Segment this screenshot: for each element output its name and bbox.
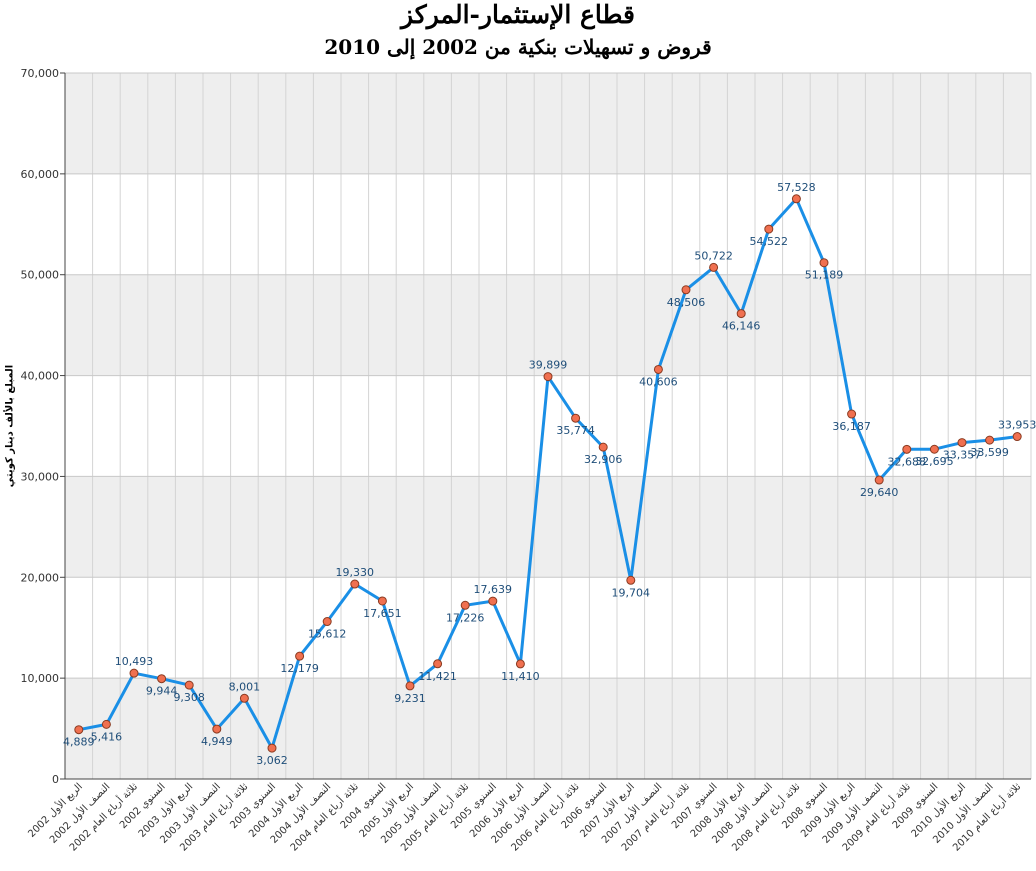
data-label: 8,001 xyxy=(229,680,261,693)
data-point xyxy=(709,262,719,272)
background-band xyxy=(65,73,1031,174)
background-bands xyxy=(65,73,1031,779)
data-markers xyxy=(74,194,1022,753)
data-point xyxy=(874,475,884,485)
data-label: 36,187 xyxy=(832,420,871,433)
data-label: 9,944 xyxy=(146,685,178,698)
data-label: 39,899 xyxy=(529,359,568,372)
data-point xyxy=(515,659,525,669)
axes xyxy=(64,73,1031,780)
data-label: 35,774 xyxy=(556,424,595,437)
data-point xyxy=(157,674,167,684)
data-label: 50,722 xyxy=(694,249,733,262)
data-label: 4,889 xyxy=(63,736,95,749)
data-point xyxy=(985,435,995,445)
data-point xyxy=(736,309,746,319)
data-label: 17,226 xyxy=(446,611,485,624)
y-tick-label: 40,000 xyxy=(21,370,60,383)
y-tick-label: 10,000 xyxy=(21,672,60,685)
data-label: 32,695 xyxy=(915,455,954,468)
data-label: 9,231 xyxy=(394,692,426,705)
data-label: 3,062 xyxy=(256,754,288,767)
data-point xyxy=(653,364,663,374)
data-point xyxy=(405,681,415,691)
chart-title: قطاع الإستثمار-المركز xyxy=(401,0,635,29)
y-tick-labels: 0 10,000 20,000 30,000 40,000 50,000 60,000 70,… xyxy=(21,67,60,786)
data-label: 9,308 xyxy=(173,691,205,704)
y-tick-label: 0 xyxy=(52,773,59,786)
data-point xyxy=(847,409,857,419)
data-label: 19,330 xyxy=(336,566,375,579)
data-point xyxy=(543,372,553,382)
data-label: 48,506 xyxy=(667,296,706,309)
data-point xyxy=(322,617,332,627)
data-label: 33,357 xyxy=(943,449,982,462)
data-label: 40,606 xyxy=(639,375,678,388)
data-point xyxy=(129,668,139,678)
y-tick-label: 20,000 xyxy=(21,571,60,584)
vertical-gridlines xyxy=(64,73,1032,779)
data-point xyxy=(571,413,581,423)
data-label: 11,410 xyxy=(501,670,540,683)
data-label: 57,528 xyxy=(777,181,816,194)
data-point xyxy=(101,719,111,729)
data-point xyxy=(350,579,360,589)
data-point xyxy=(681,285,691,295)
data-point xyxy=(819,258,829,268)
data-point xyxy=(764,224,774,234)
background-band xyxy=(65,274,1031,376)
data-label: 46,146 xyxy=(722,320,761,333)
data-point xyxy=(488,596,498,606)
data-label: 54,522 xyxy=(750,235,789,248)
data-point xyxy=(212,724,222,734)
data-label: 17,651 xyxy=(363,607,402,620)
data-label: 33,953 xyxy=(998,419,1036,432)
data-label: 29,640 xyxy=(860,486,899,499)
data-label: 12,179 xyxy=(280,662,319,675)
data-point xyxy=(598,442,608,452)
y-tick-label: 30,000 xyxy=(21,470,60,483)
data-point xyxy=(377,596,387,606)
data-label: 15,612 xyxy=(308,628,347,641)
chart-subtitle: قروض و تسهيلات بنكية من 2002 إلى 2010 xyxy=(324,35,712,59)
background-band xyxy=(65,476,1031,578)
data-label: 32,688 xyxy=(888,455,927,468)
data-label: 33,599 xyxy=(970,446,1009,459)
data-point xyxy=(957,438,967,448)
data-point xyxy=(791,194,801,204)
y-tick-label: 70,000 xyxy=(21,67,60,80)
data-label: 4,949 xyxy=(201,735,233,748)
data-point xyxy=(1012,432,1022,442)
data-label: 19,704 xyxy=(612,586,651,599)
data-point xyxy=(626,575,636,585)
data-point xyxy=(184,680,194,690)
data-label: 5,416 xyxy=(91,730,123,743)
y-tick-label: 50,000 xyxy=(21,269,60,282)
data-point xyxy=(295,651,305,661)
data-point xyxy=(929,444,939,454)
horizontal-gridlines xyxy=(60,72,1031,780)
data-point xyxy=(239,693,249,703)
data-point xyxy=(902,444,912,454)
data-point xyxy=(74,725,84,735)
data-label: 10,493 xyxy=(115,655,154,668)
background-band xyxy=(65,678,1031,779)
data-label: 51,189 xyxy=(805,269,844,282)
data-point xyxy=(267,743,277,753)
data-point xyxy=(460,600,470,610)
data-label: 17,639 xyxy=(474,583,513,596)
data-label: 11,421 xyxy=(418,670,457,683)
y-tick-label: 60,000 xyxy=(21,168,60,181)
data-point xyxy=(433,659,443,669)
data-label: 32,906 xyxy=(584,453,623,466)
